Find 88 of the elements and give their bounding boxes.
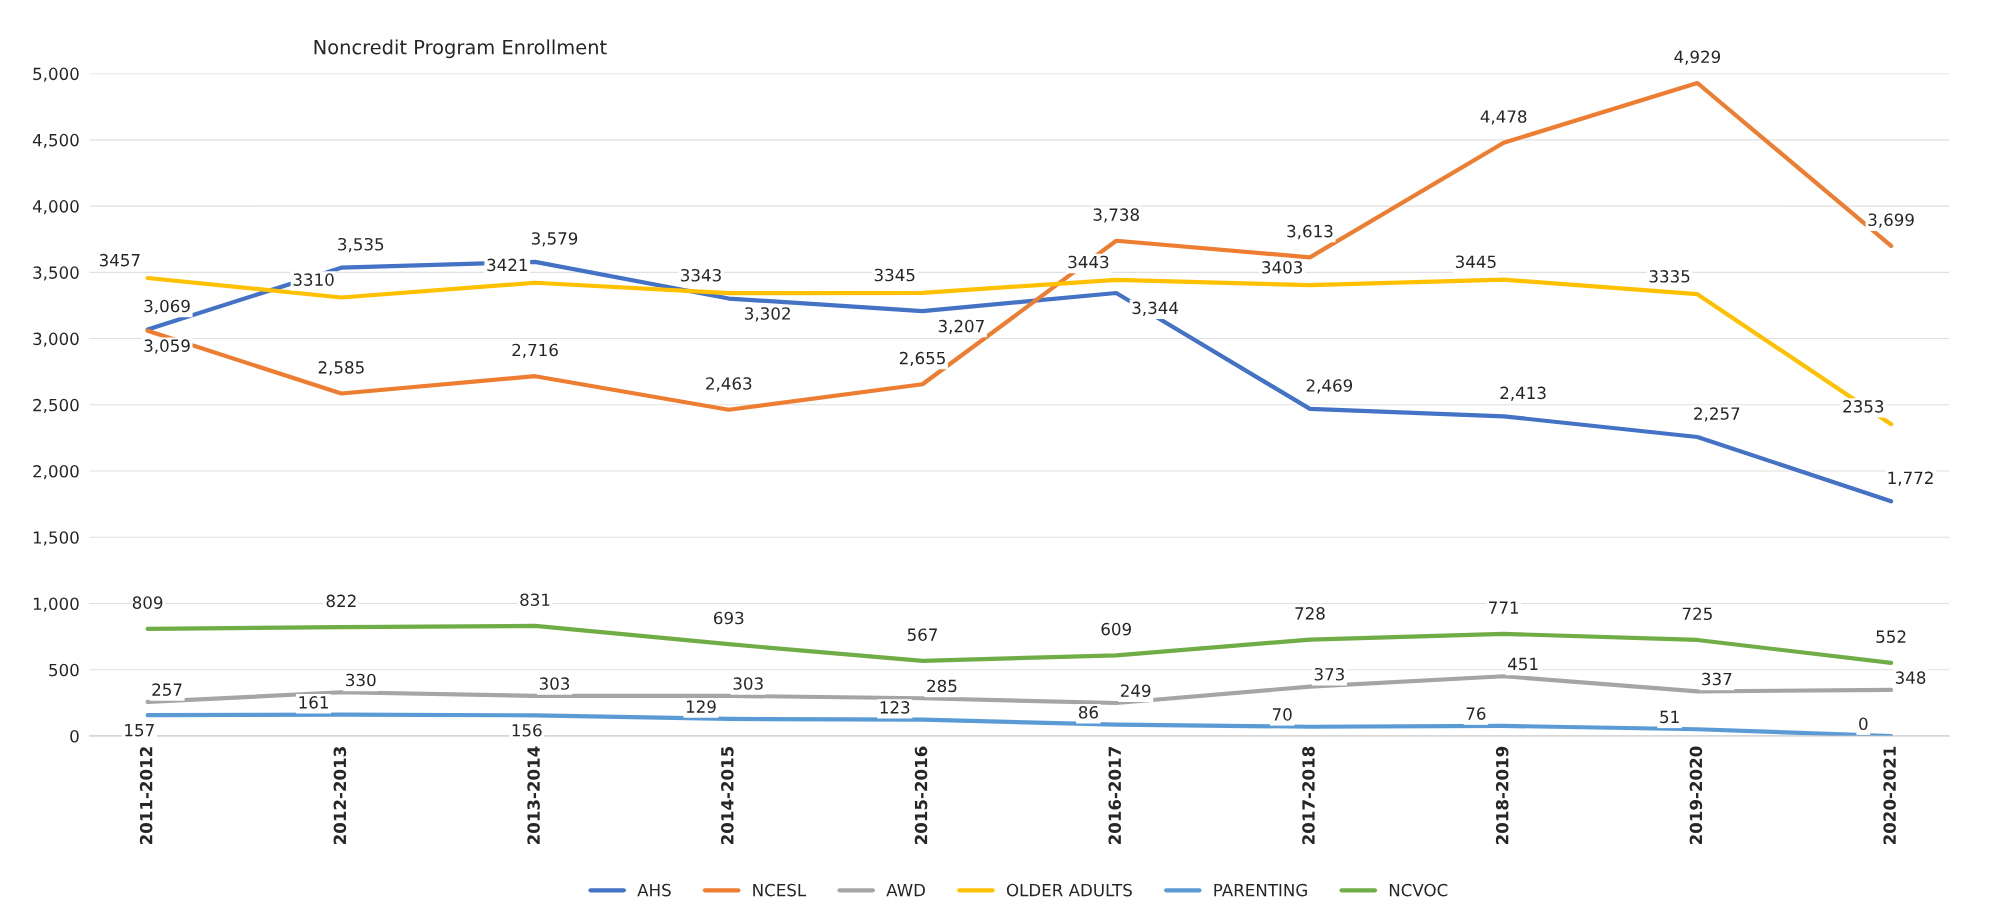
y-tick-label: 5,000: [33, 67, 79, 82]
legend-label: AWD: [886, 883, 925, 897]
data-label: 373: [1314, 667, 1344, 681]
data-label: 728: [1295, 607, 1325, 620]
data-label: 809: [132, 596, 163, 609]
legend-label: NCESL: [753, 883, 807, 897]
legend-label: NCVOC: [1389, 883, 1448, 897]
data-label: 303: [733, 677, 763, 690]
data-label: 3445: [1455, 255, 1496, 269]
data-label: 3343: [681, 268, 721, 282]
chart-title: Noncredit Program Enrollment: [314, 39, 607, 59]
data-label: 157: [125, 724, 154, 737]
data-label: 725: [1682, 607, 1712, 621]
y-tick-label: 2,000: [33, 465, 79, 480]
data-label: 609: [1101, 622, 1131, 636]
data-label: 249: [1120, 684, 1151, 698]
data-label: 2,257: [1694, 407, 1740, 422]
x-tick-label: 2016-2017: [1108, 747, 1122, 845]
y-tick-label: 1,000: [33, 597, 79, 612]
data-label: 2,413: [1500, 386, 1546, 401]
data-label: 3,344: [1132, 301, 1179, 316]
data-label: 3345: [874, 268, 915, 282]
data-label: 257: [152, 683, 182, 696]
data-label: 129: [686, 700, 716, 713]
data-label: 70: [1272, 708, 1292, 721]
data-label: 2,463: [706, 377, 752, 392]
data-label: 3,579: [531, 232, 578, 247]
data-label: 303: [539, 677, 570, 690]
y-tick-label: 3,000: [33, 332, 79, 347]
x-tick-label: 2011-2012: [139, 747, 153, 845]
data-label: 4,478: [1480, 110, 1527, 125]
data-label: 3421: [487, 258, 527, 272]
y-tick-label: 1,500: [33, 531, 79, 546]
data-label: 3335: [1649, 270, 1690, 283]
x-tick-label: 2015-2016: [914, 746, 928, 845]
data-label: 3,699: [1868, 213, 1914, 228]
data-label: 2,585: [318, 361, 364, 376]
data-label: 51: [1660, 710, 1679, 724]
data-label: 3457: [99, 253, 140, 267]
data-label: 123: [880, 701, 910, 714]
data-label: 3,207: [938, 319, 984, 335]
data-label: 693: [714, 611, 744, 625]
data-label: 4,929: [1674, 50, 1721, 65]
data-label: 822: [326, 594, 356, 608]
legend-label: PARENTING: [1214, 883, 1307, 897]
data-label: 1,772: [1888, 471, 1933, 486]
data-label: 2353: [1843, 400, 1884, 413]
data-label: 3,535: [338, 237, 384, 253]
data-label: 3,738: [1093, 208, 1139, 223]
y-tick-label: 0: [70, 729, 79, 743]
data-label: 831: [520, 593, 550, 607]
x-tick-label: 2013-2014: [527, 746, 540, 845]
data-label: 0: [1859, 717, 1868, 730]
x-tick-label: 2017-2018: [1302, 746, 1315, 845]
y-tick-label: 500: [49, 663, 79, 677]
legend-label: AHS: [637, 883, 671, 897]
x-tick-label: 2019-2020: [1689, 746, 1703, 845]
data-label: 3443: [1068, 255, 1109, 269]
legend-label: OLDER ADULTS: [1006, 883, 1132, 897]
data-label: 3,059: [144, 339, 190, 354]
data-label: 2,469: [1306, 379, 1353, 394]
data-label: 552: [1876, 630, 1906, 643]
data-label: 161: [299, 696, 328, 709]
data-label: 3,302: [745, 307, 790, 322]
data-label: 3403: [1262, 261, 1303, 274]
data-label: 3,613: [1287, 224, 1333, 240]
data-label: 3,069: [144, 299, 190, 314]
x-tick-label: 2018-2019: [1495, 746, 1509, 845]
y-tick-label: 2,500: [33, 398, 79, 414]
data-label: 2,655: [899, 351, 945, 367]
data-label: 330: [346, 673, 376, 687]
y-tick-label: 3,500: [33, 266, 79, 281]
data-label: 76: [1466, 707, 1486, 720]
data-label: 567: [907, 628, 937, 641]
data-label: 86: [1078, 705, 1098, 719]
data-label: 771: [1489, 601, 1519, 614]
x-tick-label: 2014-2015: [721, 746, 734, 845]
data-label: 285: [927, 679, 957, 693]
data-label: 337: [1702, 672, 1732, 686]
data-label: 3310: [293, 273, 334, 286]
y-tick-label: 4,500: [32, 133, 79, 149]
x-tick-label: 2012-2013: [333, 747, 347, 845]
data-label: 451: [1508, 657, 1538, 671]
data-label: 2,716: [512, 343, 558, 358]
data-label: 348: [1895, 671, 1926, 684]
data-label: 156: [512, 723, 542, 737]
x-tick-label: 2020-2021: [1883, 746, 1896, 845]
y-tick-label: 4,000: [32, 200, 79, 215]
